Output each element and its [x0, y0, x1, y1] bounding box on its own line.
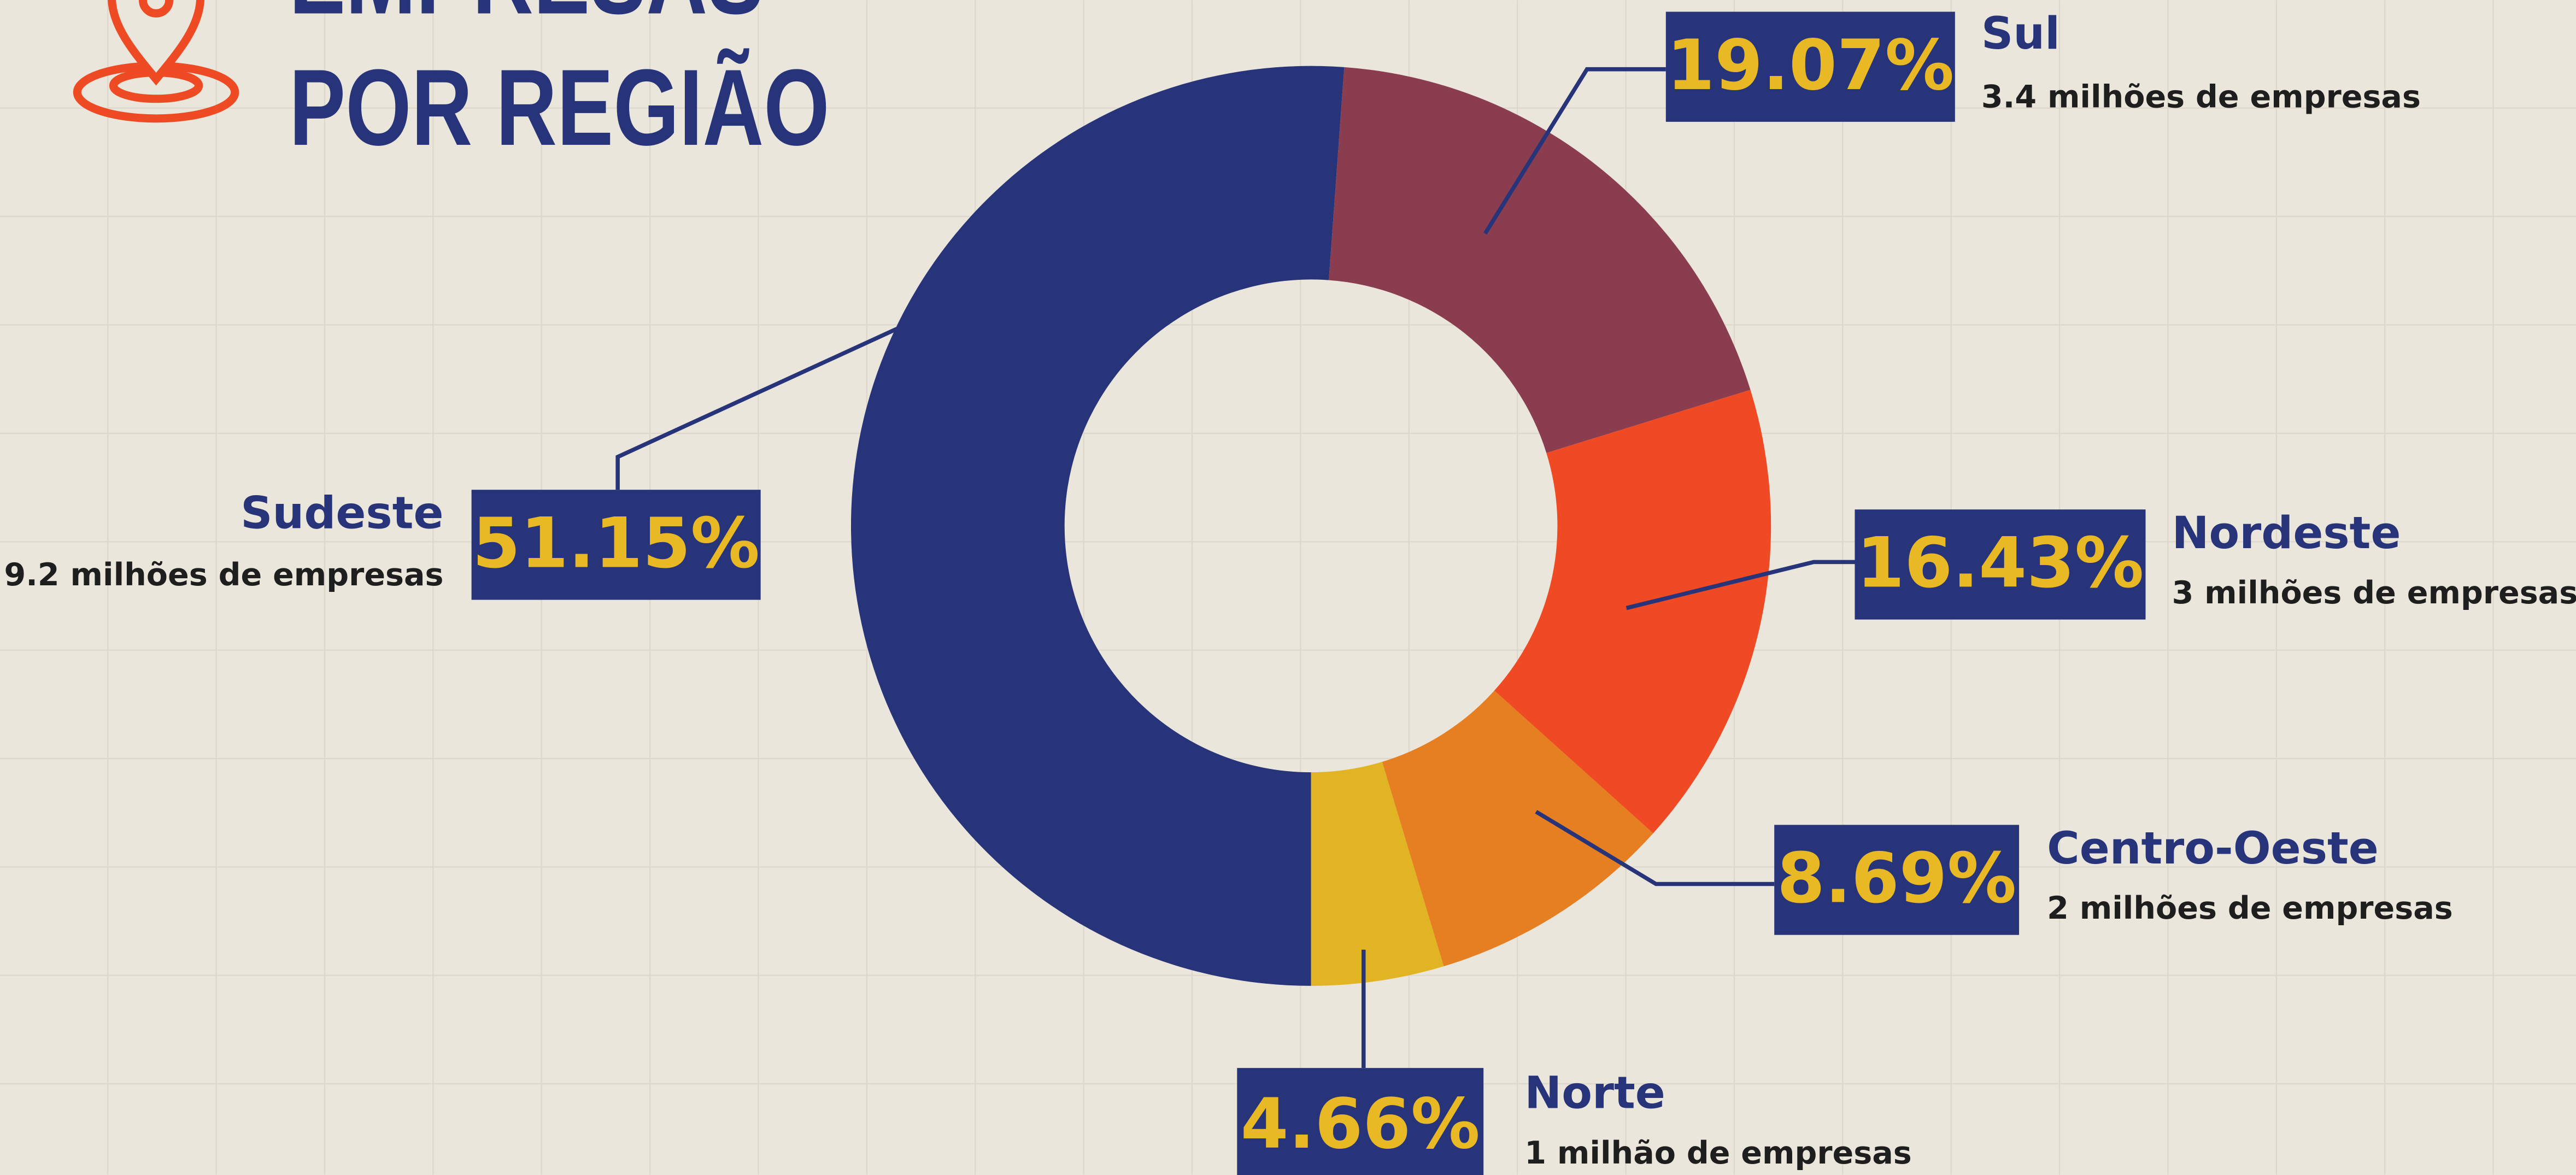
leader-line: [615, 327, 898, 490]
category-description: 3.4 milhões de empresas: [1981, 79, 2421, 115]
label-box: [1774, 825, 2020, 935]
donut-segment: [850, 66, 1345, 986]
title: EMPRESAS POR REGIÃO: [289, 0, 830, 168]
category-description: 1 milhão de empresas: [1524, 1135, 1911, 1171]
location-icon: [73, 0, 239, 123]
label-box: [471, 490, 761, 600]
value-label: 8.69%: [1777, 838, 2016, 919]
category-description: 2 milhões de empresas: [2047, 890, 2453, 926]
leader-line: [1626, 560, 1855, 610]
value-label: 16.43%: [1857, 523, 2144, 603]
leader-line: [1483, 67, 1666, 235]
category-label: Sudeste: [240, 488, 443, 539]
value-label: 19.07%: [1667, 25, 1954, 105]
donut-segment: [1311, 761, 1444, 986]
label-box: [1665, 11, 1955, 122]
title-line: POR REGIÃO: [289, 46, 830, 168]
donut-segment: [1494, 390, 1771, 833]
value-label: 4.66%: [1241, 1084, 1480, 1164]
category-description: 3 milhões de empresas: [2172, 575, 2576, 611]
category-label: Norte: [1524, 1068, 1665, 1119]
donut-segment: [1382, 690, 1653, 967]
category-label: Sul: [1981, 8, 2060, 60]
title-line: EMPRESAS: [289, 0, 764, 37]
label-box: [1237, 1068, 1484, 1175]
donut-segment: [1329, 67, 1751, 453]
leader-line: [1535, 810, 1775, 886]
category-label: Nordeste: [2172, 508, 2401, 559]
category-label: Centro-Oeste: [2047, 823, 2379, 874]
label-box: [1855, 509, 2146, 620]
value-label: 51.15%: [472, 503, 760, 584]
category-description: 9.2 milhões de empresas: [4, 557, 444, 593]
